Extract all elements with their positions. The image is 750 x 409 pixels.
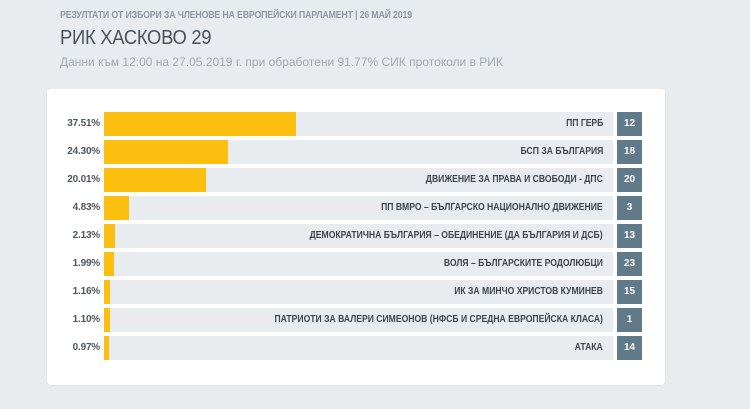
party-name: ПП ВМРО – БЪЛГАРСКО НАЦИОНАЛНО ДВИЖЕНИЕ xyxy=(381,202,603,213)
result-row: 24.30% БСП ЗА БЪЛГАРИЯ 18 xyxy=(47,140,665,164)
results-list: 37.51% ПП ГЕРБ 12 24.30% БСП ЗА БЪЛГАРИЯ… xyxy=(47,112,665,364)
party-name: ПП ГЕРБ xyxy=(565,118,603,129)
party-name: АТАКА xyxy=(574,342,603,353)
result-row: 37.51% ПП ГЕРБ 12 xyxy=(47,112,665,136)
ballot-number-badge: 15 xyxy=(617,280,642,304)
result-row: 1.16% ИК ЗА МИНЧО ХРИСТОВ КУМИНЕВ 15 xyxy=(47,280,665,304)
ballot-number-badge: 1 xyxy=(617,308,642,332)
party-name: БСП ЗА БЪЛГАРИЯ xyxy=(520,146,603,157)
result-bar xyxy=(104,168,207,192)
result-bar xyxy=(104,308,110,332)
result-row: 0.97% АТАКА 14 xyxy=(47,336,665,360)
party-name: ДВИЖЕНИЕ ЗА ПРАВА И СВОБОДИ - ДПС xyxy=(426,174,603,185)
percentage-label: 0.97% xyxy=(72,342,101,353)
bar-track: ПАТРИОТИ ЗА ВАЛЕРИ СИМЕОНОВ (НФСБ И СРЕД… xyxy=(104,308,613,332)
ballot-number-badge: 12 xyxy=(617,112,642,136)
result-bar xyxy=(104,252,115,276)
bar-track: ВОЛЯ – БЪЛГАРСКИТЕ РОДОЛЮБЦИ xyxy=(104,252,613,276)
result-row: 2.13% ДЕМОКРАТИЧНА БЪЛГАРИЯ – ОБЕДИНЕНИЕ… xyxy=(47,224,665,248)
ballot-number-badge: 20 xyxy=(617,168,642,192)
results-card: 37.51% ПП ГЕРБ 12 24.30% БСП ЗА БЪЛГАРИЯ… xyxy=(47,89,665,385)
percentage-label: 20.01% xyxy=(67,174,100,185)
result-bar xyxy=(104,224,115,248)
percentage-label: 2.13% xyxy=(72,230,101,241)
percentage-label: 24.30% xyxy=(67,146,100,157)
percentage-label: 1.10% xyxy=(72,314,101,325)
bar-track: ПП ГЕРБ xyxy=(104,112,613,136)
data-status-subtitle: Данни към 12:00 на 27.05.2019 г. при обр… xyxy=(60,55,503,69)
bar-track: ДЕМОКРАТИЧНА БЪЛГАРИЯ – ОБЕДИНЕНИЕ (ДА Б… xyxy=(104,224,613,248)
result-bar xyxy=(104,140,229,164)
percentage-label: 4.83% xyxy=(72,202,101,213)
ballot-number-badge: 18 xyxy=(617,140,642,164)
result-row: 1.10% ПАТРИОТИ ЗА ВАЛЕРИ СИМЕОНОВ (НФСБ … xyxy=(47,308,665,332)
bar-track: БСП ЗА БЪЛГАРИЯ xyxy=(104,140,613,164)
result-row: 1.99% ВОЛЯ – БЪЛГАРСКИТЕ РОДОЛЮБЦИ 23 xyxy=(47,252,665,276)
result-bar xyxy=(104,196,129,220)
page-title: РИК ХАСКОВО 29 xyxy=(60,27,212,49)
bar-track: ИК ЗА МИНЧО ХРИСТОВ КУМИНЕВ xyxy=(104,280,613,304)
party-name: ДЕМОКРАТИЧНА БЪЛГАРИЯ – ОБЕДИНЕНИЕ (ДА Б… xyxy=(310,230,603,241)
ballot-number-badge: 23 xyxy=(617,252,642,276)
ballot-number-badge: 14 xyxy=(617,336,642,360)
result-bar xyxy=(104,336,109,360)
result-row: 20.01% ДВИЖЕНИЕ ЗА ПРАВА И СВОБОДИ - ДПС… xyxy=(47,168,665,192)
bar-track: ПП ВМРО – БЪЛГАРСКО НАЦИОНАЛНО ДВИЖЕНИЕ xyxy=(104,196,613,220)
ballot-number-badge: 13 xyxy=(617,224,642,248)
percentage-label: 1.16% xyxy=(72,286,101,297)
result-bar xyxy=(104,112,297,136)
party-name: ВОЛЯ – БЪЛГАРСКИТЕ РОДОЛЮБЦИ xyxy=(443,258,603,269)
result-bar xyxy=(104,280,110,304)
percentage-label: 37.51% xyxy=(67,118,100,129)
bar-track: ДВИЖЕНИЕ ЗА ПРАВА И СВОБОДИ - ДПС xyxy=(104,168,613,192)
party-name: ИК ЗА МИНЧО ХРИСТОВ КУМИНЕВ xyxy=(454,286,603,297)
election-kicker: РЕЗУЛТАТИ ОТ ИЗБОРИ ЗА ЧЛЕНОВЕ НА ЕВРОПЕ… xyxy=(60,10,412,21)
result-row: 4.83% ПП ВМРО – БЪЛГАРСКО НАЦИОНАЛНО ДВИ… xyxy=(47,196,665,220)
bar-track: АТАКА xyxy=(104,336,613,360)
ballot-number-badge: 3 xyxy=(617,196,642,220)
header: РЕЗУЛТАТИ ОТ ИЗБОРИ ЗА ЧЛЕНОВЕ НА ЕВРОПЕ… xyxy=(60,10,503,69)
percentage-label: 1.99% xyxy=(72,258,101,269)
party-name: ПАТРИОТИ ЗА ВАЛЕРИ СИМЕОНОВ (НФСБ И СРЕД… xyxy=(274,314,603,325)
